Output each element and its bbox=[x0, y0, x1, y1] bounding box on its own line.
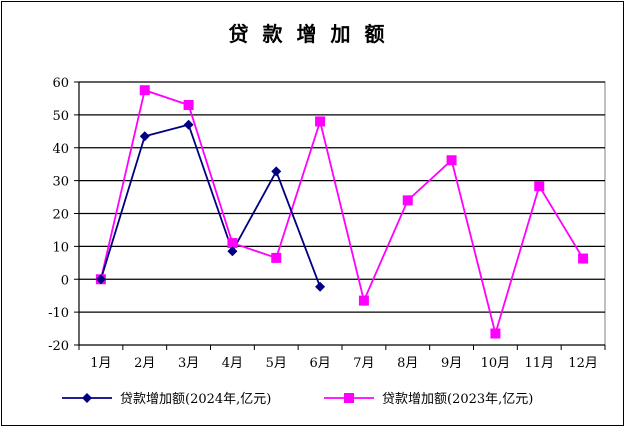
x-tick-label: 7月 bbox=[353, 356, 374, 371]
x-tick-label: 11月 bbox=[524, 356, 554, 371]
x-tick-label: 6月 bbox=[309, 356, 330, 371]
series-2-point bbox=[490, 328, 501, 339]
y-tick-label: 10 bbox=[52, 240, 69, 255]
y-tick-label: 50 bbox=[52, 109, 69, 124]
series-line-2 bbox=[100, 89, 584, 337]
series-2-point bbox=[183, 100, 194, 111]
y-tick-label: 20 bbox=[52, 208, 69, 223]
y-tick-label: 40 bbox=[52, 142, 69, 157]
y-tick-label: -10 bbox=[48, 306, 69, 321]
y-tick-label: -20 bbox=[48, 339, 69, 354]
x-tick-label: 12月 bbox=[568, 356, 598, 371]
series-1-point bbox=[315, 281, 326, 292]
y-tick-label: 30 bbox=[52, 175, 69, 190]
y-tick-label: 0 bbox=[61, 273, 69, 288]
series-line-1 bbox=[100, 123, 321, 288]
x-tick-label: 3月 bbox=[178, 356, 199, 371]
legend-label-1: 贷款增加额(2024年,亿元) bbox=[120, 392, 271, 407]
series-2-point bbox=[271, 252, 282, 263]
series-lines bbox=[100, 89, 584, 337]
series-1-point bbox=[183, 119, 194, 130]
x-tick-label: 8月 bbox=[397, 356, 418, 371]
x-tick-label: 9月 bbox=[441, 356, 462, 371]
series-2-point bbox=[315, 116, 326, 127]
series-1-point bbox=[95, 274, 106, 285]
series-2-point bbox=[402, 195, 413, 206]
gridlines bbox=[79, 81, 605, 313]
x-tick-label: 2月 bbox=[134, 356, 155, 371]
series-markers bbox=[95, 85, 589, 339]
legend-marker-1 bbox=[82, 393, 92, 403]
series-2-point bbox=[578, 253, 589, 264]
series-2-point bbox=[139, 85, 150, 96]
series-1-point bbox=[227, 246, 238, 257]
legend-label-2: 贷款增加额(2023年,亿元) bbox=[382, 392, 533, 407]
series-1-point bbox=[271, 166, 282, 177]
y-tick-label: 60 bbox=[52, 76, 69, 91]
x-tick-label: 1月 bbox=[90, 356, 111, 371]
series-2-point bbox=[534, 181, 545, 192]
x-tick-label: 4月 bbox=[222, 356, 243, 371]
series-2-point bbox=[227, 238, 238, 249]
series-2-point bbox=[446, 155, 457, 166]
legend-marker-2 bbox=[344, 393, 354, 403]
chart-title: 贷款增加额 bbox=[228, 22, 399, 46]
series-2-point bbox=[358, 295, 369, 306]
x-tick-label: 5月 bbox=[266, 356, 287, 371]
legend: 贷款增加额(2024年,亿元) 贷款增加额(2023年,亿元) bbox=[62, 392, 533, 407]
x-axis-ticks: 1月 2月 3月 4月 5月 6月 7月 8月 9月 10月 11月 12月 bbox=[78, 345, 606, 371]
series-1-point bbox=[139, 131, 150, 142]
x-tick-label: 10月 bbox=[481, 356, 511, 371]
y-axis-ticks: -20 -10 0 10 20 30 40 50 60 bbox=[48, 76, 79, 354]
